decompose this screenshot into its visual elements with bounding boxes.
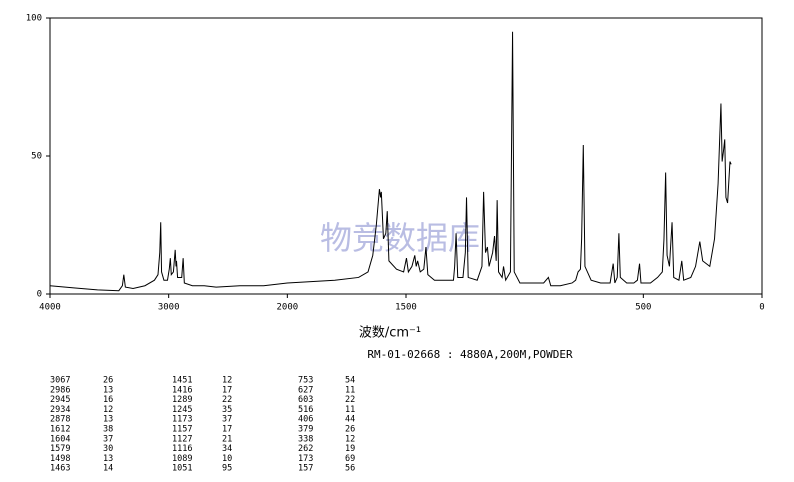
y-tick-label: 0 bbox=[37, 290, 42, 300]
peak-wavenumber: 2945 bbox=[50, 395, 70, 405]
peak-intensity: 19 bbox=[345, 444, 355, 454]
peak-wavenumber: 173 bbox=[298, 454, 313, 464]
peak-intensity: 30 bbox=[103, 444, 113, 454]
peak-intensity: 95 bbox=[222, 464, 232, 474]
peak-intensity: 11 bbox=[345, 385, 355, 395]
peak-intensity: 26 bbox=[103, 376, 113, 386]
peak-wavenumber: 1498 bbox=[50, 454, 70, 464]
x-tick-label: 500 bbox=[635, 303, 651, 313]
peak-intensity: 12 bbox=[103, 405, 113, 415]
spectrum-line bbox=[49, 31, 732, 292]
peak-wavenumber: 2878 bbox=[50, 415, 70, 425]
peak-wavenumber: 1173 bbox=[172, 415, 192, 425]
peak-intensity: 37 bbox=[222, 415, 232, 425]
peak-wavenumber: 1089 bbox=[172, 454, 192, 464]
peak-wavenumber: 3067 bbox=[50, 376, 70, 386]
peak-wavenumber: 1612 bbox=[50, 425, 70, 435]
peak-wavenumber: 1463 bbox=[50, 464, 70, 474]
y-tick-label: 50 bbox=[31, 152, 42, 162]
peak-intensity: 56 bbox=[345, 464, 355, 474]
peak-wavenumber: 1157 bbox=[172, 425, 192, 435]
peak-intensity: 13 bbox=[103, 385, 113, 395]
peak-intensity: 35 bbox=[222, 405, 232, 415]
peak-wavenumber: 1116 bbox=[172, 444, 192, 454]
peak-intensity: 14 bbox=[103, 464, 113, 474]
peak-wavenumber: 2934 bbox=[50, 405, 70, 415]
peak-wavenumber: 1451 bbox=[172, 376, 192, 386]
peak-wavenumber: 1289 bbox=[172, 395, 192, 405]
peak-intensity: 13 bbox=[103, 454, 113, 464]
x-tick-label: 2000 bbox=[276, 303, 298, 313]
peak-intensity: 16 bbox=[103, 395, 113, 405]
peak-intensity: 44 bbox=[345, 415, 355, 425]
peak-intensity: 12 bbox=[345, 434, 355, 444]
peak-wavenumber: 262 bbox=[298, 444, 313, 454]
peak-intensity: 17 bbox=[222, 425, 232, 435]
watermark: 物竞数据库 bbox=[320, 219, 480, 257]
y-tick-label: 100 bbox=[26, 14, 42, 24]
peak-intensity: 34 bbox=[222, 444, 232, 454]
peak-wavenumber: 516 bbox=[298, 405, 313, 415]
peak-intensity: 21 bbox=[222, 434, 232, 444]
x-tick-label: 0 bbox=[759, 303, 764, 313]
peak-intensity: 10 bbox=[222, 454, 232, 464]
peak-intensity: 13 bbox=[103, 415, 113, 425]
peak-intensity: 17 bbox=[222, 385, 232, 395]
peak-wavenumber: 406 bbox=[298, 415, 313, 425]
peak-wavenumber: 379 bbox=[298, 425, 313, 435]
peak-intensity: 22 bbox=[345, 395, 355, 405]
x-axis-label: 波数/cm⁻¹ bbox=[359, 326, 421, 341]
peak-wavenumber: 753 bbox=[298, 376, 313, 386]
peak-wavenumber: 603 bbox=[298, 395, 313, 405]
peak-wavenumber: 1245 bbox=[172, 405, 192, 415]
peak-wavenumber: 1051 bbox=[172, 464, 192, 474]
peak-wavenumber: 338 bbox=[298, 434, 313, 444]
peak-wavenumber: 2986 bbox=[50, 385, 70, 395]
peak-intensity: 12 bbox=[222, 376, 232, 386]
peak-intensity: 54 bbox=[345, 376, 355, 386]
peak-wavenumber: 157 bbox=[298, 464, 313, 474]
x-tick-label: 3000 bbox=[158, 303, 180, 313]
peak-intensity: 37 bbox=[103, 434, 113, 444]
peak-wavenumber: 627 bbox=[298, 385, 313, 395]
peak-intensity: 26 bbox=[345, 425, 355, 435]
peak-wavenumber: 1127 bbox=[172, 434, 192, 444]
peak-intensity: 38 bbox=[103, 425, 113, 435]
x-tick-label: 1500 bbox=[395, 303, 417, 313]
peak-wavenumber: 1416 bbox=[172, 385, 192, 395]
peak-intensity: 11 bbox=[345, 405, 355, 415]
x-tick-label: 4000 bbox=[39, 303, 61, 313]
peak-intensity: 22 bbox=[222, 395, 232, 405]
peak-intensity: 69 bbox=[345, 454, 355, 464]
subtitle: RM-01-02668 : 4880A,200M,POWDER bbox=[367, 348, 573, 361]
peak-wavenumber: 1579 bbox=[50, 444, 70, 454]
peak-wavenumber: 1604 bbox=[50, 434, 70, 444]
